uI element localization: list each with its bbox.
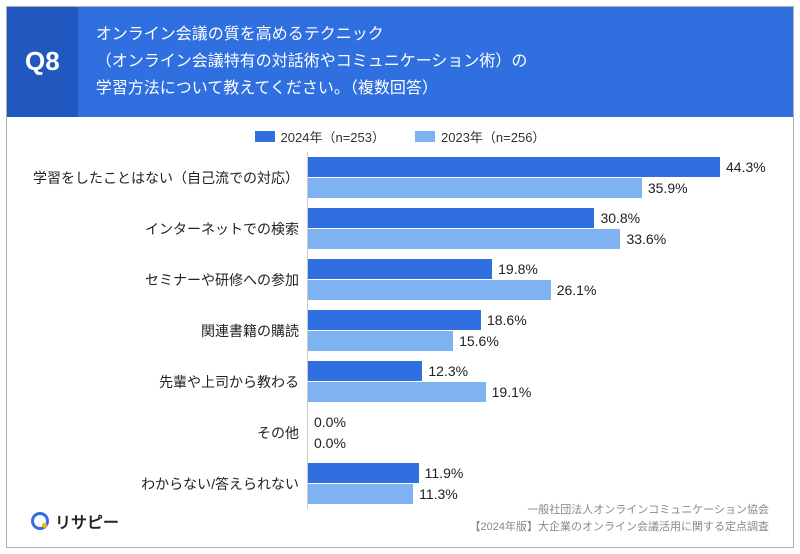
bar-series-b [308,382,486,402]
outer-frame: Q8 オンライン会議の質を高めるテクニック （オンライン会議特有の対話術やコミュ… [6,6,794,548]
bar-series-b [308,331,453,351]
chart-row: インターネットでの検索 30.8% 33.6% [27,203,773,254]
bar-group: 12.3% 19.1% [307,356,773,407]
legend-item-b: 2023年（n=256） [415,127,545,146]
question-line-2: （オンライン会議特有の対話術やコミュニケーション術）の [96,53,528,70]
value-label-b: 0.0% [314,435,346,451]
category-label: わからない/答えられない [27,474,307,494]
brand-logo: リサピー [31,509,119,533]
value-label-a: 30.8% [600,210,640,226]
bar-group: 44.3% 35.9% [307,152,773,203]
bar-group: 19.8% 26.1% [307,254,773,305]
bar-group: 0.0% 0.0% [307,407,773,458]
value-label-b: 11.3% [419,486,458,502]
bar-wrap-a: 30.8% [308,208,773,228]
bar-series-b [308,280,551,300]
bar-wrap-b: 0.0% [308,433,773,453]
legend-label-b: 2023年（n=256） [441,127,545,146]
value-label-a: 12.3% [428,363,468,379]
value-label-b: 35.9% [648,180,688,196]
bar-series-a [308,310,481,330]
bar-series-a [308,361,422,381]
credit-block: 一般社団法人オンラインコミュニケーション協会 【2024年版】大企業のオンライン… [470,502,769,535]
legend-swatch-b [415,131,435,142]
chart-legend: 2024年（n=253） 2023年（n=256） [27,127,773,146]
question-number: Q8 [7,7,78,117]
value-label-a: 44.3% [726,159,766,175]
bar-group: 18.6% 15.6% [307,305,773,356]
bar-series-a [308,259,492,279]
bar-wrap-a: 0.0% [308,412,773,432]
bar-series-b [308,484,413,504]
bar-wrap-a: 44.3% [308,157,773,177]
category-label: 先輩や上司から教わる [27,372,307,392]
category-label: 学習をしたことはない（自己流での対応） [27,168,307,188]
question-text: オンライン会議の質を高めるテクニック （オンライン会議特有の対話術やコミュニケー… [78,7,546,117]
question-header: Q8 オンライン会議の質を高めるテクニック （オンライン会議特有の対話術やコミュ… [7,7,793,117]
chart-rows: 学習をしたことはない（自己流での対応） 44.3% 35.9% インターネットでの検索… [27,152,773,509]
chart-row: 学習をしたことはない（自己流での対応） 44.3% 35.9% [27,152,773,203]
bar-wrap-a: 18.6% [308,310,773,330]
bar-series-b [308,229,620,249]
bar-series-a [308,157,720,177]
legend-item-a: 2024年（n=253） [255,127,385,146]
value-label-b: 19.1% [492,384,532,400]
credit-line-1: 一般社団法人オンラインコミュニケーション協会 [470,502,769,519]
bar-wrap-a: 12.3% [308,361,773,381]
value-label-a: 0.0% [314,414,346,430]
question-line-1: オンライン会議の質を高めるテクニック [96,26,384,43]
chart-row: セミナーや研修への参加 19.8% 26.1% [27,254,773,305]
credit-line-2: 【2024年版】大企業のオンライン会議活用に関する定点調査 [470,519,769,536]
value-label-b: 33.6% [626,231,666,247]
category-label: インターネットでの検索 [27,219,307,239]
question-line-3: 学習方法について教えてください。（複数回答） [96,80,438,97]
chart-area: 2024年（n=253） 2023年（n=256） 学習をしたことはない（自己流… [27,127,773,497]
value-label-b: 26.1% [557,282,597,298]
bar-wrap-b: 33.6% [308,229,773,249]
bar-series-a [308,208,594,228]
value-label-a: 19.8% [498,261,538,277]
legend-label-a: 2024年（n=253） [281,127,385,146]
bar-series-b [308,178,642,198]
bar-wrap-b: 15.6% [308,331,773,351]
logo-ring-icon [31,512,49,530]
bar-wrap-b: 11.3% [308,484,773,504]
bar-wrap-a: 19.8% [308,259,773,279]
bar-series-a [308,463,419,483]
brand-name: リサピー [55,509,119,533]
bar-group: 30.8% 33.6% [307,203,773,254]
value-label-b: 15.6% [459,333,499,349]
chart-row: その他 0.0% 0.0% [27,407,773,458]
value-label-a: 11.9% [425,465,464,481]
chart-row: 先輩や上司から教わる 12.3% 19.1% [27,356,773,407]
bar-wrap-b: 19.1% [308,382,773,402]
category-label: その他 [27,423,307,443]
value-label-a: 18.6% [487,312,527,328]
category-label: セミナーや研修への参加 [27,270,307,290]
bar-wrap-a: 11.9% [308,463,773,483]
chart-row: 関連書籍の購読 18.6% 15.6% [27,305,773,356]
bar-wrap-b: 26.1% [308,280,773,300]
bar-wrap-b: 35.9% [308,178,773,198]
legend-swatch-a [255,131,275,142]
category-label: 関連書籍の購読 [27,321,307,341]
